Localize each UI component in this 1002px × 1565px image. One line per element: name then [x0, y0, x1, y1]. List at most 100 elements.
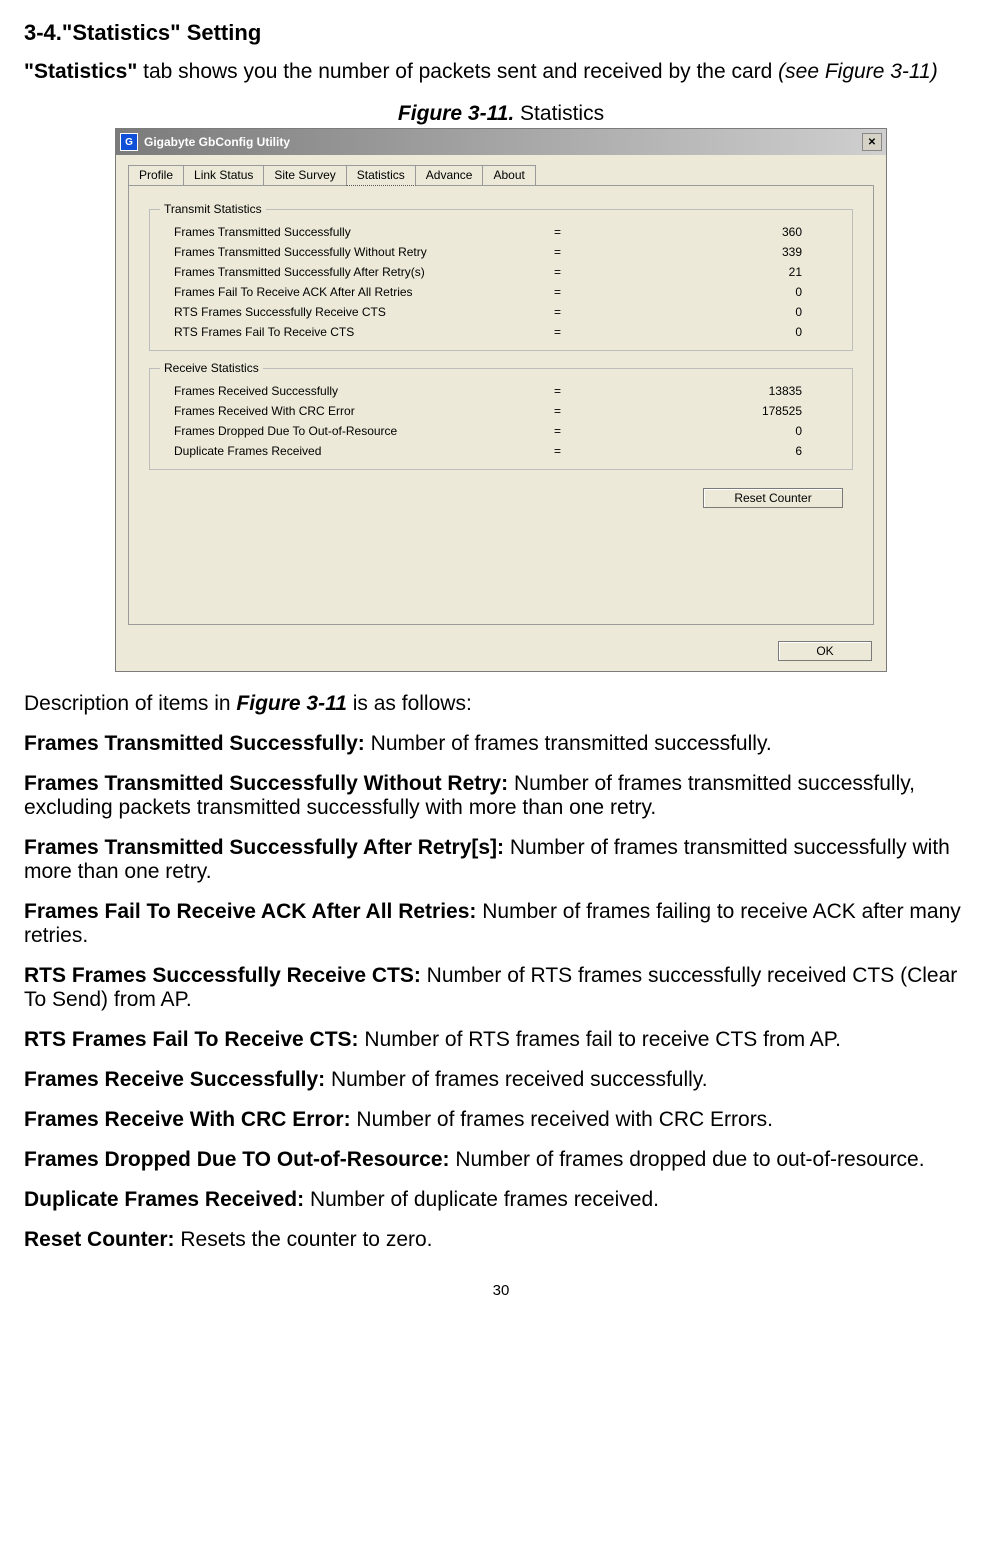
- equals-sign: =: [554, 384, 634, 398]
- description-text: Number of RTS frames fail to receive CTS…: [359, 1028, 841, 1051]
- description-text: Number of frames received successfully.: [325, 1068, 707, 1091]
- receive-stat-label: Frames Dropped Due To Out-of-Resource: [160, 424, 554, 438]
- ok-button[interactable]: OK: [778, 641, 872, 661]
- description-term: Frames Transmitted Successfully After Re…: [24, 836, 504, 859]
- description-term: Frames Fail To Receive ACK After All Ret…: [24, 900, 476, 923]
- description-item: Frames Dropped Due TO Out-of-Resource: N…: [24, 1148, 978, 1172]
- intro-lead-bold: "Statistics": [24, 60, 137, 83]
- description-term: Frames Transmitted Successfully Without …: [24, 772, 508, 795]
- descriptions: Description of items in Figure 3-11 is a…: [24, 692, 978, 1252]
- intro-ref: (see Figure 3-11): [778, 60, 938, 83]
- tab-profile[interactable]: Profile: [128, 165, 184, 186]
- tab-about[interactable]: About: [482, 165, 535, 186]
- description-text: Number of frames transmitted successfull…: [365, 732, 772, 755]
- description-item: Duplicate Frames Received: Number of dup…: [24, 1188, 978, 1212]
- config-utility-window: G Gigabyte GbConfig Utility ✕ ProfileLin…: [115, 128, 887, 672]
- section-heading: 3-4."Statistics" Setting: [24, 20, 978, 46]
- receive-stat-row: Frames Received Successfully=13835: [160, 381, 842, 401]
- equals-sign: =: [554, 305, 634, 319]
- description-item: RTS Frames Fail To Receive CTS: Number o…: [24, 1028, 978, 1052]
- transmit-stat-row: RTS Frames Successfully Receive CTS=0: [160, 302, 842, 322]
- transmit-stat-label: RTS Frames Fail To Receive CTS: [160, 325, 554, 339]
- description-text: Number of frames dropped due to out-of-r…: [450, 1148, 925, 1171]
- title-bar: G Gigabyte GbConfig Utility ✕: [116, 129, 886, 155]
- description-term: RTS Frames Successfully Receive CTS:: [24, 964, 421, 987]
- receive-stat-label: Duplicate Frames Received: [160, 444, 554, 458]
- description-item: RTS Frames Successfully Receive CTS: Num…: [24, 964, 978, 1012]
- receive-statistics-group: Receive Statistics Frames Received Succe…: [149, 361, 853, 470]
- description-item: Frames Transmitted Successfully After Re…: [24, 836, 978, 884]
- reset-counter-button[interactable]: Reset Counter: [703, 488, 843, 508]
- transmit-stat-value: 21: [634, 265, 842, 279]
- lead-ref: Figure 3-11: [236, 692, 346, 715]
- tab-advance[interactable]: Advance: [415, 165, 484, 186]
- transmit-stat-row: Frames Transmitted Successfully After Re…: [160, 262, 842, 282]
- equals-sign: =: [554, 265, 634, 279]
- description-term: Frames Receive Successfully:: [24, 1068, 325, 1091]
- tab-site-survey[interactable]: Site Survey: [263, 165, 346, 186]
- receive-legend: Receive Statistics: [160, 361, 263, 375]
- close-icon[interactable]: ✕: [862, 133, 882, 151]
- description-item: Frames Fail To Receive ACK After All Ret…: [24, 900, 978, 948]
- lead-prefix: Description of items in: [24, 692, 236, 715]
- tab-strip: ProfileLink StatusSite SurveyStatisticsA…: [128, 165, 874, 186]
- tab-link-status[interactable]: Link Status: [183, 165, 264, 186]
- equals-sign: =: [554, 325, 634, 339]
- lead-suffix: is as follows:: [347, 692, 472, 715]
- description-text: Number of duplicate frames received.: [304, 1188, 659, 1211]
- description-term: RTS Frames Fail To Receive CTS:: [24, 1028, 359, 1051]
- transmit-legend: Transmit Statistics: [160, 202, 266, 216]
- transmit-stat-label: Frames Transmitted Successfully After Re…: [160, 265, 554, 279]
- equals-sign: =: [554, 404, 634, 418]
- description-term: Frames Dropped Due TO Out-of-Resource:: [24, 1148, 450, 1171]
- transmit-stat-label: RTS Frames Successfully Receive CTS: [160, 305, 554, 319]
- description-text: Resets the counter to zero.: [175, 1228, 433, 1251]
- equals-sign: =: [554, 444, 634, 458]
- equals-sign: =: [554, 424, 634, 438]
- transmit-stat-value: 0: [634, 285, 842, 299]
- description-term: Frames Receive With CRC Error:: [24, 1108, 351, 1131]
- description-item: Reset Counter: Resets the counter to zer…: [24, 1228, 978, 1252]
- transmit-stat-value: 0: [634, 305, 842, 319]
- transmit-stat-row: Frames Transmitted Successfully Without …: [160, 242, 842, 262]
- description-term: Frames Transmitted Successfully:: [24, 732, 365, 755]
- equals-sign: =: [554, 225, 634, 239]
- description-item: Frames Receive With CRC Error: Number of…: [24, 1108, 978, 1132]
- receive-stat-row: Frames Received With CRC Error=178525: [160, 401, 842, 421]
- window-title: Gigabyte GbConfig Utility: [144, 135, 290, 149]
- transmit-stat-label: Frames Fail To Receive ACK After All Ret…: [160, 285, 554, 299]
- description-term: Reset Counter:: [24, 1228, 175, 1251]
- description-item: Frames Transmitted Successfully: Number …: [24, 732, 978, 756]
- transmit-stat-label: Frames Transmitted Successfully: [160, 225, 554, 239]
- intro-rest: tab shows you the number of packets sent…: [137, 60, 778, 83]
- figure-caption: Figure 3-11. Statistics: [24, 102, 978, 126]
- transmit-stat-value: 360: [634, 225, 842, 239]
- equals-sign: =: [554, 245, 634, 259]
- app-icon: G: [120, 133, 138, 151]
- receive-stat-label: Frames Received With CRC Error: [160, 404, 554, 418]
- transmit-statistics-group: Transmit Statistics Frames Transmitted S…: [149, 202, 853, 351]
- receive-stat-label: Frames Received Successfully: [160, 384, 554, 398]
- description-text: Number of frames received with CRC Error…: [351, 1108, 773, 1131]
- receive-stat-value: 178525: [634, 404, 842, 418]
- description-item: Frames Transmitted Successfully Without …: [24, 772, 978, 820]
- tab-statistics[interactable]: Statistics: [346, 165, 416, 186]
- description-term: Duplicate Frames Received:: [24, 1188, 304, 1211]
- figure-title: Statistics: [514, 102, 604, 125]
- page-number: 30: [24, 1282, 978, 1299]
- transmit-stat-row: Frames Transmitted Successfully=360: [160, 222, 842, 242]
- description-item: Frames Receive Successfully: Number of f…: [24, 1068, 978, 1092]
- intro-paragraph: "Statistics" tab shows you the number of…: [24, 60, 978, 84]
- receive-stat-value: 0: [634, 424, 842, 438]
- tab-panel-statistics: Transmit Statistics Frames Transmitted S…: [128, 185, 874, 625]
- descriptions-lead: Description of items in Figure 3-11 is a…: [24, 692, 978, 716]
- receive-stat-row: Frames Dropped Due To Out-of-Resource=0: [160, 421, 842, 441]
- transmit-stat-row: Frames Fail To Receive ACK After All Ret…: [160, 282, 842, 302]
- receive-stat-value: 13835: [634, 384, 842, 398]
- receive-stat-row: Duplicate Frames Received=6: [160, 441, 842, 461]
- transmit-stat-value: 0: [634, 325, 842, 339]
- transmit-stat-row: RTS Frames Fail To Receive CTS=0: [160, 322, 842, 342]
- transmit-stat-value: 339: [634, 245, 842, 259]
- equals-sign: =: [554, 285, 634, 299]
- transmit-stat-label: Frames Transmitted Successfully Without …: [160, 245, 554, 259]
